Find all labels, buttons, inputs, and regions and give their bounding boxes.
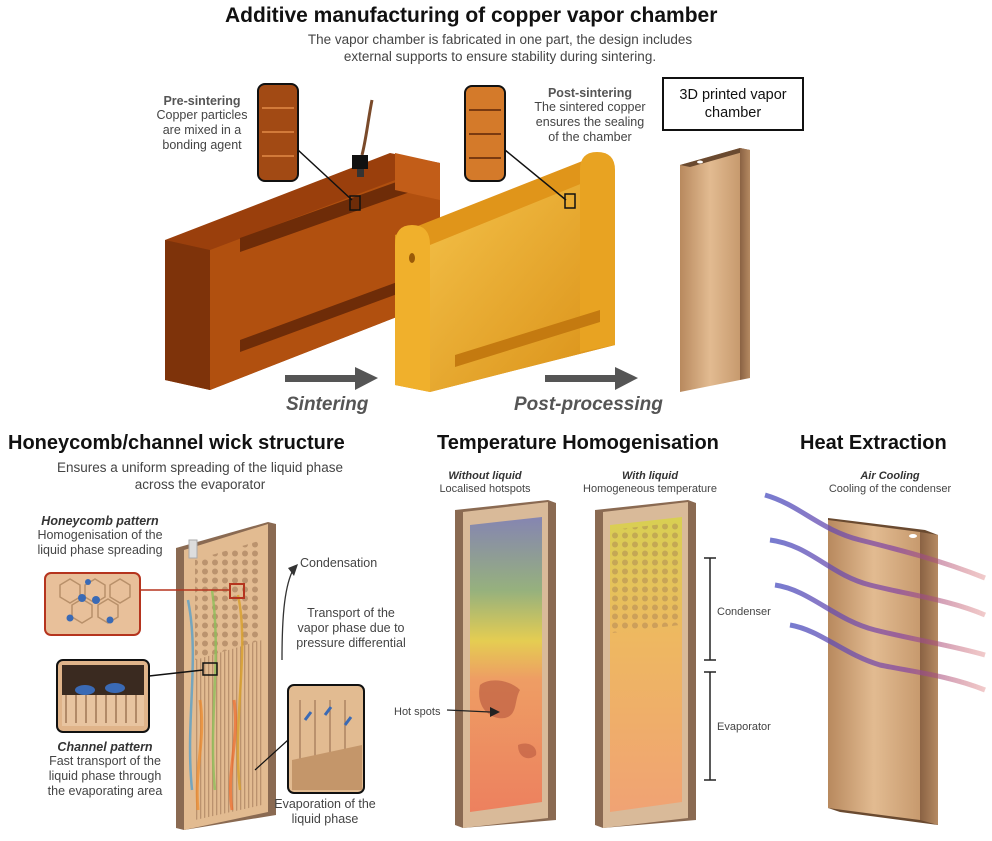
main-title: Additive manufacturing of copper vapor c… bbox=[225, 4, 718, 27]
pre-sintering-part bbox=[165, 153, 440, 390]
wick-title: Honeycomb/channel wick structure bbox=[8, 432, 345, 454]
pre-sintering-label: Pre-sintering Copper particles are mixed… bbox=[156, 94, 248, 152]
wick-subtitle: Ensures a uniform spreading of the liqui… bbox=[57, 460, 343, 492]
honeycomb-label: Honeycomb pattern Homogenisation of the … bbox=[37, 514, 163, 557]
evaporation-label: Evaporation of the liquid phase bbox=[274, 797, 376, 826]
hot-spots-arrow bbox=[446, 709, 491, 713]
post-sintering-label: Post-sintering The sintered copper ensur… bbox=[534, 86, 646, 144]
post-sintering-part bbox=[395, 152, 615, 392]
chamber-label-box bbox=[662, 77, 804, 131]
condensation-label: Condensation bbox=[300, 556, 378, 570]
temp-title: Temperature Homogenisation bbox=[437, 432, 719, 454]
printed-chamber-plate bbox=[680, 148, 750, 392]
chamber-label: 3D printed vapor chamber bbox=[679, 87, 787, 121]
post-processing-label: Post-processing bbox=[514, 394, 663, 415]
plate-with-liquid bbox=[595, 500, 696, 828]
condensation-arrow bbox=[281, 571, 293, 661]
sintering-label: Sintering bbox=[286, 394, 369, 415]
without-liquid-label: Without liquid Localised hotspots bbox=[439, 470, 531, 495]
sintering-arrow bbox=[285, 367, 378, 390]
condenser-label: Condenser bbox=[717, 606, 771, 618]
honeycomb-zoom bbox=[44, 572, 230, 636]
nozzle-head bbox=[352, 155, 368, 169]
transport-label: Transport of the vapor phase due to pres… bbox=[296, 606, 406, 650]
evaporator-label: Evaporator bbox=[717, 721, 771, 733]
hot-spots-label: Hot spots bbox=[394, 706, 441, 718]
with-liquid-label: With liquid Homogeneous temperature bbox=[583, 470, 717, 495]
post-processing-arrow bbox=[545, 367, 638, 390]
zone-bracket bbox=[704, 557, 716, 781]
nozzle-wire bbox=[360, 99, 374, 156]
heat-title: Heat Extraction bbox=[800, 432, 947, 454]
main-subtitle: The vapor chamber is fabricated in one p… bbox=[307, 32, 693, 64]
channel-zoom bbox=[56, 659, 204, 733]
plate-without-liquid bbox=[455, 500, 556, 828]
airflow-streams bbox=[764, 492, 986, 693]
channel-label: Channel pattern Fast transport of the li… bbox=[47, 740, 163, 798]
evaporation-zoom bbox=[254, 684, 365, 794]
air-cooling-label: Air Cooling Cooling of the condenser bbox=[828, 470, 952, 495]
